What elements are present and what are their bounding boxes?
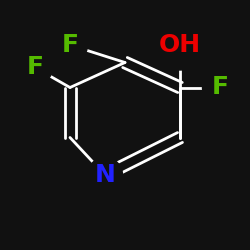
Circle shape	[155, 20, 205, 70]
Circle shape	[202, 70, 237, 105]
Text: F: F	[62, 33, 78, 57]
Text: N: N	[94, 163, 116, 187]
Text: F: F	[212, 76, 228, 100]
Text: OH: OH	[159, 33, 201, 57]
Circle shape	[18, 50, 52, 85]
Circle shape	[52, 28, 88, 62]
Text: F: F	[26, 56, 44, 80]
Circle shape	[88, 158, 122, 192]
